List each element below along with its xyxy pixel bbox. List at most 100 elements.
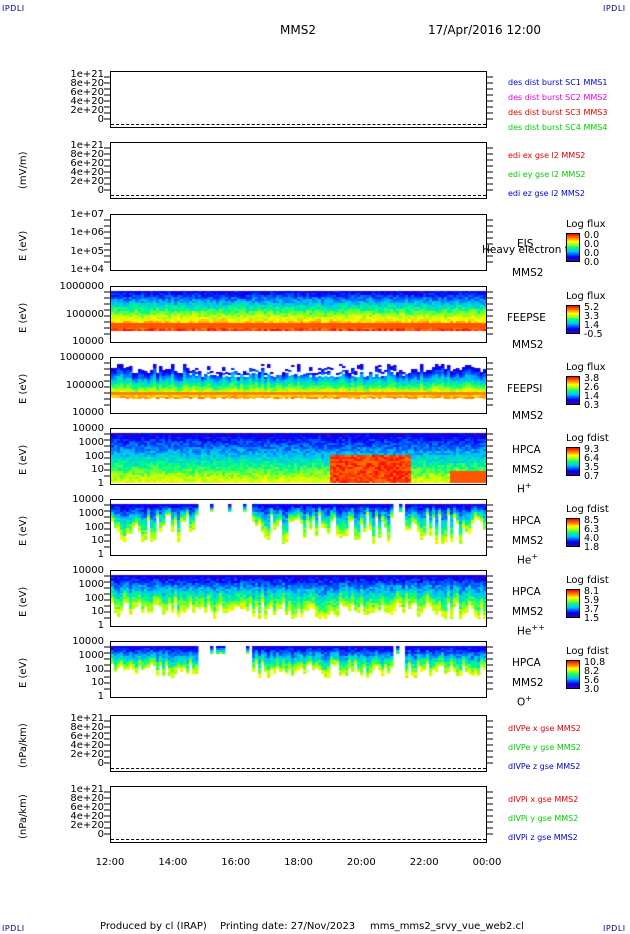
y-tick-label: 1e+21 xyxy=(70,784,104,795)
footer-produced-by: Produced by cl (IRAP) xyxy=(100,921,207,932)
y-tick-label: 6e+20 xyxy=(70,802,104,813)
colorbar-value: 8.5 xyxy=(584,515,600,526)
spacecraft-label: MMS2 xyxy=(512,464,544,476)
y-tick-label: 1 xyxy=(97,620,104,631)
spacecraft-label: MMS2 xyxy=(512,677,544,689)
species-name: He xyxy=(517,554,532,567)
y-tick-label: 1e+05 xyxy=(70,245,104,257)
spectrogram-hpca-he xyxy=(111,500,486,555)
colorbar-title: Log flux xyxy=(566,362,606,373)
spectrogram-feepse xyxy=(111,287,486,342)
legend-entry: dIVPi z gse MMS2 xyxy=(508,833,578,842)
y-tick-label: 2e+20 xyxy=(70,749,104,760)
corner-label-br: IPDLI xyxy=(603,924,626,933)
colorbar-value: 3.3 xyxy=(584,311,600,322)
y-tick-label: 1000 xyxy=(78,649,104,661)
instrument-label: HPCA xyxy=(512,515,541,527)
y-tick-label: 6e+20 xyxy=(70,731,104,742)
species-charge: + xyxy=(531,552,539,561)
species-label: O+ xyxy=(517,694,532,709)
corner-label-tl: IPDLI xyxy=(2,4,25,13)
panel-edi xyxy=(110,142,487,199)
colorbar-value: 0.3 xyxy=(584,400,600,411)
y-tick-label: 6e+20 xyxy=(70,158,104,169)
x-tick-label: 16:00 xyxy=(221,857,251,868)
y-tick-label: 1 xyxy=(97,549,104,560)
y-axis-label: E (eV) xyxy=(18,230,29,261)
species-name: H xyxy=(517,483,525,496)
spacecraft-title: MMS2 xyxy=(280,23,316,37)
y-tick-label: 100 xyxy=(84,592,104,604)
x-tick-label: 18:00 xyxy=(284,857,313,868)
y-tick-label: 10000 xyxy=(72,423,104,434)
colorbar xyxy=(566,376,580,405)
spectrogram-hpca-o xyxy=(111,642,486,697)
y-tick-label: 100000 xyxy=(65,308,104,320)
y-tick-label: 10000 xyxy=(72,407,104,418)
y-tick-label: 100000 xyxy=(65,379,104,391)
panel-hpca-o xyxy=(110,641,487,698)
x-tick-label: 22:00 xyxy=(409,857,439,868)
legend-entry: dIVPe z gse MMS2 xyxy=(508,762,581,771)
colorbar-value: 6.3 xyxy=(584,524,600,535)
colorbar xyxy=(566,660,580,689)
colorbar-value: 6.4 xyxy=(584,453,600,464)
spacecraft-label: MMS2 xyxy=(512,606,544,618)
species-charge: + xyxy=(525,694,532,703)
y-tick-label: 4e+20 xyxy=(70,811,104,822)
footer-script-name: mms_mms2_srvy_vue_web2.cl xyxy=(370,921,524,932)
colorbar xyxy=(566,589,580,618)
colorbar-title: Log fdist xyxy=(566,646,609,657)
zero-line xyxy=(111,124,486,125)
y-tick-label: 1 xyxy=(97,691,104,702)
y-tick-label: 8e+20 xyxy=(70,149,104,160)
date-time-title: 17/Apr/2016 12:00 xyxy=(428,23,542,37)
legend-entry: des dist burst SC4 MMS4 xyxy=(508,123,608,132)
y-tick-label: 1e+07 xyxy=(70,209,104,220)
panel-feepse xyxy=(110,286,487,343)
colorbar-value: 8.1 xyxy=(584,586,600,597)
y-tick-label: 2e+20 xyxy=(70,820,104,831)
legend-entry: dIVPi x gse MMS2 xyxy=(508,795,579,804)
colorbar-value: 0.7 xyxy=(584,471,600,482)
colorbar-value: 9.3 xyxy=(584,444,600,455)
spectrogram-hpca-h xyxy=(111,429,486,484)
colorbar-value: 3.0 xyxy=(584,684,600,695)
spectrogram-feepsi xyxy=(111,358,486,413)
instrument-label: HPCA xyxy=(512,444,541,456)
instrument-label: EIS xyxy=(517,238,534,250)
y-axis-label: (nPa/km) xyxy=(18,793,29,839)
y-tick-label: 0 xyxy=(97,758,104,769)
panel-hpca-he2 xyxy=(110,570,487,627)
species-name: He xyxy=(517,625,532,638)
y-tick-label: 2e+20 xyxy=(70,176,104,187)
colorbar-value: 0.0 xyxy=(584,257,600,268)
y-axis-label: (nPa/km) xyxy=(18,722,29,768)
colorbar-value: 5.6 xyxy=(584,675,600,686)
instrument-label: HPCA xyxy=(512,657,541,669)
x-tick-label: 12:00 xyxy=(95,857,125,868)
y-tick-label: 100 xyxy=(84,450,104,462)
instrument-label: HPCA xyxy=(512,586,541,598)
panel-eis xyxy=(110,214,487,271)
corner-label-bl: IPDLI xyxy=(2,924,25,933)
legend-entry: dIVPe y gse MMS2 xyxy=(508,743,581,752)
legend-entry: dIVPi y gse MMS2 xyxy=(508,814,579,823)
y-tick-label: 1000 xyxy=(78,436,104,448)
y-axis-label: (mV/m) xyxy=(18,151,29,189)
colorbar-value: 1.8 xyxy=(584,542,600,553)
spacecraft-label: MMS2 xyxy=(512,267,544,279)
colorbar-value: 4.0 xyxy=(584,533,600,544)
y-tick-label: 0 xyxy=(97,829,104,840)
y-tick-label: 4e+20 xyxy=(70,167,104,178)
panel-feepsi xyxy=(110,357,487,414)
y-tick-label: 1 xyxy=(97,478,104,489)
zero-line xyxy=(111,195,486,196)
y-tick-label: 10 xyxy=(91,677,104,689)
colorbar xyxy=(566,233,580,262)
y-axis-label: E (eV) xyxy=(18,515,29,546)
legend-entry: dIVPe x gse MMS2 xyxy=(508,724,581,733)
species-label: H+ xyxy=(517,481,532,496)
colorbar-value: 2.6 xyxy=(584,382,600,393)
panel-divpe xyxy=(110,715,487,772)
